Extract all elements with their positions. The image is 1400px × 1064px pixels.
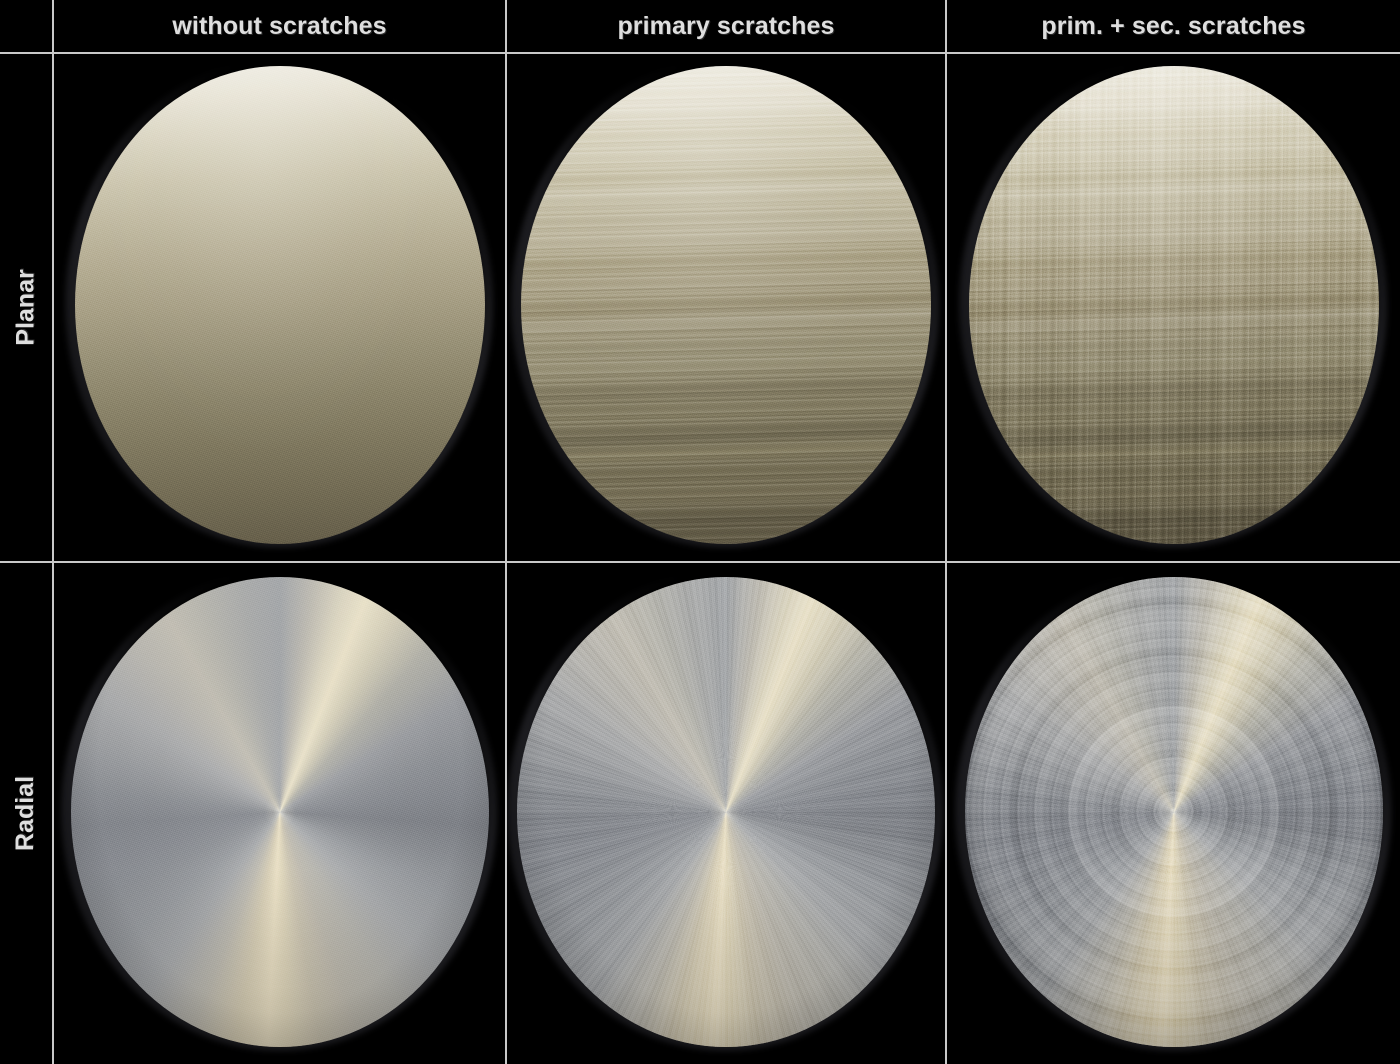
disc-vignette bbox=[521, 65, 931, 544]
disc-planar-prim-sec-scratches bbox=[958, 59, 1387, 548]
column-header-label: prim. + sec. scratches bbox=[1041, 11, 1306, 40]
disc-vignette bbox=[968, 65, 1379, 544]
disc-surface bbox=[517, 576, 935, 1047]
row-header-label: Planar bbox=[11, 269, 40, 346]
disc-micro-grain bbox=[968, 65, 1379, 544]
column-header-label: primary scratches bbox=[617, 11, 835, 40]
disc-surface bbox=[521, 65, 931, 544]
grid-rule-vertical-1 bbox=[52, 0, 54, 1064]
disc-vignette bbox=[964, 576, 1383, 1047]
disc-vignette bbox=[74, 65, 485, 544]
disc-surface bbox=[964, 576, 1383, 1047]
disc-micro-grain bbox=[74, 65, 485, 544]
grid-rule-horizontal-2 bbox=[0, 561, 1400, 563]
cell-radial-primary-scratches bbox=[507, 563, 945, 1064]
disc-micro-grain bbox=[521, 65, 931, 544]
disc-center-hotspot bbox=[517, 576, 935, 1047]
column-header-prim-sec-scratches: prim. + sec. scratches bbox=[947, 0, 1400, 52]
row-header-label: Radial bbox=[11, 775, 40, 852]
cell-radial-without-scratches bbox=[54, 563, 505, 1064]
disc-radial-without-scratches bbox=[60, 570, 497, 1051]
cell-planar-without-scratches bbox=[54, 54, 505, 561]
disc-base-gradient bbox=[74, 65, 485, 544]
disc-planar-without-scratches bbox=[64, 59, 493, 548]
disc-surface bbox=[74, 65, 485, 544]
disc-planar-primary-scratches bbox=[511, 59, 939, 548]
disc-base-gradient bbox=[968, 65, 1379, 544]
cell-planar-prim-sec-scratches bbox=[947, 54, 1400, 561]
disc-surface bbox=[968, 65, 1379, 544]
disc-radial-primary-scratches bbox=[507, 570, 943, 1051]
disc-surface bbox=[70, 576, 489, 1047]
column-header-without-scratches: without scratches bbox=[54, 0, 505, 52]
cell-radial-prim-sec-scratches bbox=[947, 563, 1400, 1064]
grid-rule-horizontal-1 bbox=[0, 52, 1400, 54]
grid-rule-vertical-2 bbox=[505, 0, 507, 1064]
cell-planar-primary-scratches bbox=[507, 54, 945, 561]
column-header-label: without scratches bbox=[172, 11, 387, 40]
row-header-planar: Planar bbox=[0, 54, 52, 561]
row-header-radial: Radial bbox=[0, 563, 52, 1064]
disc-vignette bbox=[517, 576, 935, 1047]
disc-radial-prim-sec-scratches bbox=[954, 570, 1391, 1051]
disc-center-hotspot bbox=[964, 576, 1383, 1047]
grid-rule-vertical-3 bbox=[945, 0, 947, 1064]
disc-vignette bbox=[70, 576, 489, 1047]
disc-base-gradient bbox=[521, 65, 931, 544]
disc-center-hotspot bbox=[70, 576, 489, 1047]
column-header-primary-scratches: primary scratches bbox=[507, 0, 945, 52]
